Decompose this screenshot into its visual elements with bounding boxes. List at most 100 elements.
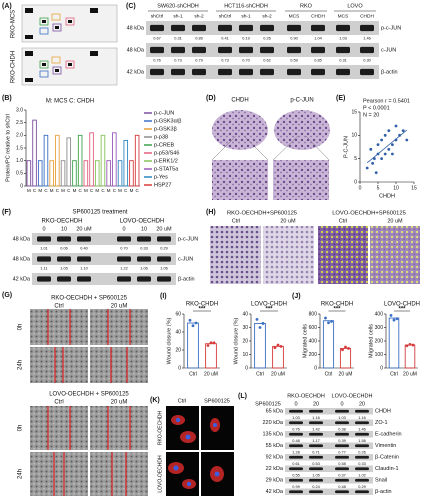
blot-band [117,236,131,242]
x-tick-label: 20 uM [204,371,218,377]
panel-label: (A) [2,3,12,10]
point [387,147,391,151]
point [209,341,213,345]
band-ratio: 0.40 [80,245,88,250]
group-label: RKO-OECHDH [41,219,82,225]
blot-band [355,490,369,494]
y-tick-label: 0 [245,365,248,371]
bar [106,160,111,187]
blot-strip [32,273,176,285]
blot-band [360,68,374,76]
blot-band [192,68,206,76]
band-ratio: 0.76 [292,426,300,431]
band-ratio: 1.16 [312,415,320,420]
blot-band [117,276,131,282]
blot-band [289,455,303,459]
y-tick-label: 0 [380,365,383,371]
blot-band [309,455,323,459]
band-ratio: 1.16 [358,415,366,420]
band-ratio: 0.48 [338,484,346,489]
band-ratio: 0.39 [338,438,346,443]
x-tick-label: M [107,188,111,193]
significance: *** [265,307,273,313]
blot-strip [285,419,373,426]
x-tick-label: C [113,188,117,193]
annotation: P < 0.0001 [363,105,390,111]
tissue-image [274,110,330,150]
blot-band [335,444,349,448]
point [394,124,398,128]
blot-name: β-actin [178,276,195,282]
blot-strip [285,454,373,461]
legend-label: p-STAT5a [154,166,179,172]
point [371,161,374,165]
tissue-image [212,110,268,150]
blot-band [171,68,185,76]
bar [43,134,49,187]
band-ratio: 0.31 [339,57,347,62]
blot-name: p-c-JUN [178,236,198,242]
point [258,326,262,329]
panel-label: (G) [2,292,12,299]
kda-label: 135 kDa [263,432,284,438]
band-ratio: 0.30 [363,57,371,62]
zoom-lines [211,135,330,161]
row-label: RKO-MCS [11,10,17,38]
point [401,129,405,133]
blot-band [37,236,51,242]
y-tick-label: 10 [242,352,248,358]
blot-band [335,467,349,471]
band-ratio: 0.90 [290,35,298,40]
point [391,143,394,147]
band-ratio: 0.41 [221,35,229,40]
blot-band [360,46,374,54]
band-ratio: 0.38 [338,426,346,431]
bar [272,345,284,369]
band-ratio: 0.29 [358,484,366,489]
point [369,147,373,151]
blot-strip [285,442,373,449]
lane-label: sh-1 [173,13,183,19]
band-ratio: 0.77 [338,449,346,454]
band-ratio: 1.46 [363,35,371,40]
y-tick-label: 800 [309,311,318,317]
legend-label: p-ERK1/2 [154,158,178,164]
point [327,321,330,325]
panel-label: (H) [206,209,216,216]
band-ratio: 0.58 [338,461,346,466]
col-label: 20 uM [280,218,296,224]
kda-label: 48 kDa [127,47,145,53]
point [395,317,399,321]
point [391,152,394,156]
panel-label: (C) [126,3,136,10]
band-ratio: 1.56 [358,438,366,443]
point [347,347,350,350]
point [330,320,333,323]
chart-title: RKO-CHDH [186,302,218,308]
bar [37,160,43,187]
kda-label: 22 kDa [266,466,284,472]
point [365,166,369,170]
bar [254,323,266,369]
blot-band [218,24,232,32]
blot-band [57,276,71,282]
y-tick-label: 400 [309,338,318,344]
y-tick-label: 0 [314,365,317,371]
legend-label: p-p38 [154,134,168,140]
fluorescence-images [166,406,234,496]
bar [94,160,100,187]
point [206,344,210,347]
x-tick-label: Ctrl [189,371,197,377]
band-ratio: 0.53 [312,461,320,466]
kda-label: 92 kDa [266,455,284,461]
group-label: RKO [300,3,313,9]
blot-name: β-actin [375,489,392,495]
x-tick-label: C [44,188,48,193]
blot-band [335,490,349,494]
kda-label: 42 kDa [266,489,284,495]
x-tick-label: Ctrl [390,371,398,377]
band-ratio: 0.31 [174,35,182,40]
point [405,138,409,142]
band-ratio: 0.29 [160,245,168,250]
